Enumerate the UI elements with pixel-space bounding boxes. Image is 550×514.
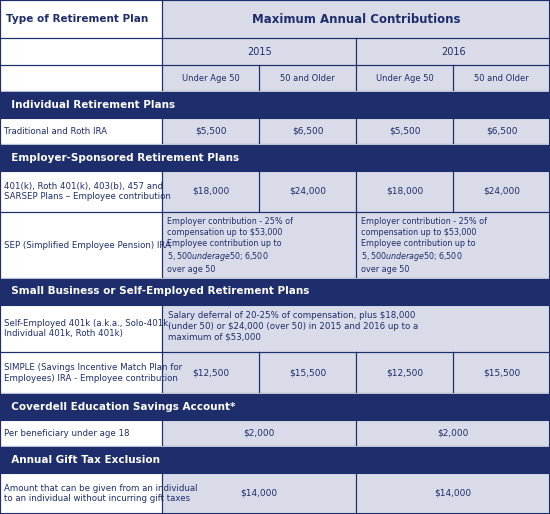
Text: $2,000: $2,000 [244,429,275,438]
Bar [162,65,259,91]
Bar [453,171,550,212]
Bar [356,118,453,144]
Text: Type of Retirement Plan: Type of Retirement Plan [6,14,148,24]
Bar [356,171,453,212]
Bar [162,118,259,144]
Text: SEP (Simplified Employee Pension) IRA: SEP (Simplified Employee Pension) IRA [4,241,171,250]
Bar [0,118,162,144]
Text: $2,000: $2,000 [437,429,469,438]
Bar [162,39,356,65]
Bar [0,0,162,39]
Bar [356,65,453,91]
Bar [162,0,550,39]
Bar [0,278,550,305]
Text: $15,500: $15,500 [289,369,326,377]
Bar [162,420,356,447]
Bar [162,305,550,353]
Text: $24,000: $24,000 [289,187,326,196]
Text: $14,000: $14,000 [434,489,472,498]
Text: $18,000: $18,000 [386,187,424,196]
Text: Under Age 50: Under Age 50 [376,74,433,83]
Text: 2016: 2016 [441,47,465,57]
Bar [453,353,550,393]
Text: Coverdell Education Savings Account*: Coverdell Education Savings Account* [4,402,236,412]
Text: $6,500: $6,500 [292,126,323,136]
Bar [453,118,550,144]
Bar [0,305,162,353]
Bar [0,171,162,212]
Text: Small Business or Self-Employed Retirement Plans: Small Business or Self-Employed Retireme… [4,286,310,297]
Bar [356,353,453,393]
Text: Traditional and Roth IRA: Traditional and Roth IRA [4,126,107,136]
Bar [0,353,162,393]
Text: 50 and Older: 50 and Older [280,74,335,83]
Text: 2015: 2015 [247,47,272,57]
Text: Annual Gift Tax Exclusion: Annual Gift Tax Exclusion [4,455,161,465]
Bar [356,212,550,278]
Bar [0,65,162,91]
Bar [356,39,550,65]
Bar [0,144,550,171]
Text: $15,500: $15,500 [483,369,520,377]
Bar [162,473,356,514]
Text: $5,500: $5,500 [195,126,227,136]
Text: Employer-Sponsored Retirement Plans: Employer-Sponsored Retirement Plans [4,153,240,162]
Text: 401(k), Roth 401(k), 403(b), 457 and
SARSEP Plans – Employee contribution: 401(k), Roth 401(k), 403(b), 457 and SAR… [4,181,171,201]
Bar [0,91,550,118]
Bar [0,212,162,278]
Text: Employer contribution - 25% of
compensation up to $53,000
Employee contribution : Employer contribution - 25% of compensat… [361,217,487,273]
Text: $18,000: $18,000 [192,187,229,196]
Text: Maximum Annual Contributions: Maximum Annual Contributions [252,13,460,26]
Bar [453,65,550,91]
Bar [162,212,356,278]
Bar [0,473,162,514]
Bar [0,447,550,473]
Bar [259,118,356,144]
Bar [356,420,550,447]
Bar [0,420,162,447]
Bar [0,393,550,420]
Text: Under Age 50: Under Age 50 [182,74,240,83]
Text: Per beneficiary under age 18: Per beneficiary under age 18 [4,429,130,438]
Text: $24,000: $24,000 [483,187,520,196]
Text: $12,500: $12,500 [192,369,229,377]
Bar [0,39,162,65]
Text: Salary deferral of 20-25% of compensation, plus $18,000
(under 50) or $24,000 (o: Salary deferral of 20-25% of compensatio… [168,311,418,341]
Text: Employer contribution - 25% of
compensation up to $53,000
Employee contribution : Employer contribution - 25% of compensat… [167,217,293,273]
Text: SIMPLE (Savings Incentive Match Plan for
Employees) IRA - Employee contribution: SIMPLE (Savings Incentive Match Plan for… [4,363,183,383]
Bar [259,353,356,393]
Text: $5,500: $5,500 [389,126,420,136]
Text: Self-Employed 401k (a.k.a., Solo-401k,
Individual 401k, Roth 401k): Self-Employed 401k (a.k.a., Solo-401k, I… [4,319,171,338]
Text: 50 and Older: 50 and Older [474,74,529,83]
Text: $6,500: $6,500 [486,126,518,136]
Bar [259,171,356,212]
Bar [259,65,356,91]
Text: $12,500: $12,500 [386,369,423,377]
Bar [356,473,550,514]
Text: Individual Retirement Plans: Individual Retirement Plans [4,100,175,109]
Bar [162,171,259,212]
Text: Amount that can be given from an individual
to an individual without incurring g: Amount that can be given from an individ… [4,484,198,503]
Text: $14,000: $14,000 [241,489,278,498]
Bar [162,353,259,393]
